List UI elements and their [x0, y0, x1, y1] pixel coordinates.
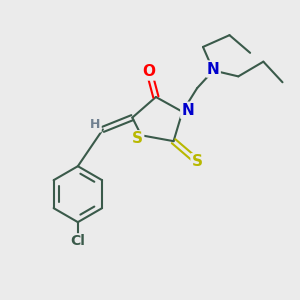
Text: N: N — [207, 61, 220, 76]
Text: O: O — [142, 64, 155, 80]
Text: H: H — [90, 118, 101, 131]
Text: S: S — [132, 131, 143, 146]
Text: N: N — [181, 103, 194, 118]
Text: Cl: Cl — [70, 234, 85, 248]
Text: S: S — [192, 154, 203, 169]
